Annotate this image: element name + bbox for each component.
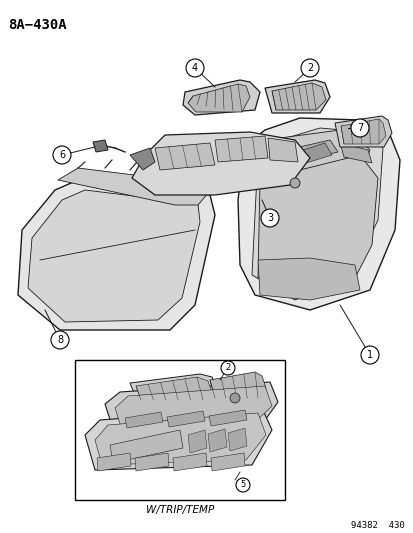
Bar bbox=[75, 360, 284, 500]
Polygon shape bbox=[257, 258, 359, 300]
Polygon shape bbox=[277, 130, 369, 180]
Text: 7: 7 bbox=[356, 123, 362, 133]
Polygon shape bbox=[299, 143, 331, 163]
Polygon shape bbox=[257, 155, 377, 278]
Polygon shape bbox=[188, 84, 249, 112]
Polygon shape bbox=[93, 140, 108, 152]
Polygon shape bbox=[28, 190, 199, 322]
Polygon shape bbox=[237, 118, 399, 310]
Polygon shape bbox=[264, 80, 329, 113]
Polygon shape bbox=[115, 386, 271, 430]
Polygon shape bbox=[207, 429, 226, 452]
Polygon shape bbox=[228, 428, 247, 451]
Circle shape bbox=[51, 331, 69, 349]
Polygon shape bbox=[188, 430, 206, 453]
Polygon shape bbox=[132, 132, 309, 195]
Polygon shape bbox=[294, 140, 337, 160]
Polygon shape bbox=[58, 168, 214, 205]
Polygon shape bbox=[95, 413, 266, 465]
Polygon shape bbox=[214, 136, 267, 162]
Text: 6: 6 bbox=[59, 150, 65, 160]
Text: 1: 1 bbox=[366, 350, 372, 360]
Polygon shape bbox=[85, 408, 271, 470]
Circle shape bbox=[53, 146, 71, 164]
Text: 2: 2 bbox=[306, 63, 312, 73]
Polygon shape bbox=[125, 412, 163, 428]
Text: 4: 4 bbox=[192, 63, 197, 73]
Circle shape bbox=[260, 209, 278, 227]
Polygon shape bbox=[267, 138, 297, 162]
Circle shape bbox=[235, 478, 249, 492]
Polygon shape bbox=[173, 453, 206, 471]
Text: W/TRIP/TEMP: W/TRIP/TEMP bbox=[145, 505, 214, 515]
Polygon shape bbox=[110, 430, 183, 463]
Circle shape bbox=[350, 119, 368, 137]
Polygon shape bbox=[105, 382, 277, 435]
Polygon shape bbox=[209, 410, 247, 426]
Polygon shape bbox=[209, 372, 266, 398]
Polygon shape bbox=[136, 377, 211, 400]
Text: 8: 8 bbox=[57, 335, 63, 345]
Circle shape bbox=[221, 361, 235, 375]
Text: 5: 5 bbox=[240, 481, 245, 489]
Polygon shape bbox=[211, 453, 244, 471]
Circle shape bbox=[230, 393, 240, 403]
Polygon shape bbox=[97, 453, 131, 471]
Polygon shape bbox=[334, 116, 391, 147]
Polygon shape bbox=[183, 80, 259, 115]
Polygon shape bbox=[130, 148, 154, 170]
Text: 8A−430A: 8A−430A bbox=[8, 18, 66, 32]
Circle shape bbox=[360, 346, 378, 364]
Text: 94382  430: 94382 430 bbox=[350, 521, 404, 529]
Polygon shape bbox=[18, 180, 214, 330]
Circle shape bbox=[289, 178, 299, 188]
Polygon shape bbox=[154, 143, 214, 170]
Polygon shape bbox=[340, 119, 385, 144]
Text: 2: 2 bbox=[225, 364, 230, 373]
Text: 3: 3 bbox=[266, 213, 273, 223]
Circle shape bbox=[300, 59, 318, 77]
Circle shape bbox=[185, 59, 204, 77]
Polygon shape bbox=[271, 83, 325, 110]
Polygon shape bbox=[130, 374, 218, 403]
Polygon shape bbox=[166, 411, 204, 427]
Polygon shape bbox=[135, 453, 169, 471]
Polygon shape bbox=[339, 143, 371, 163]
Polygon shape bbox=[252, 128, 382, 300]
